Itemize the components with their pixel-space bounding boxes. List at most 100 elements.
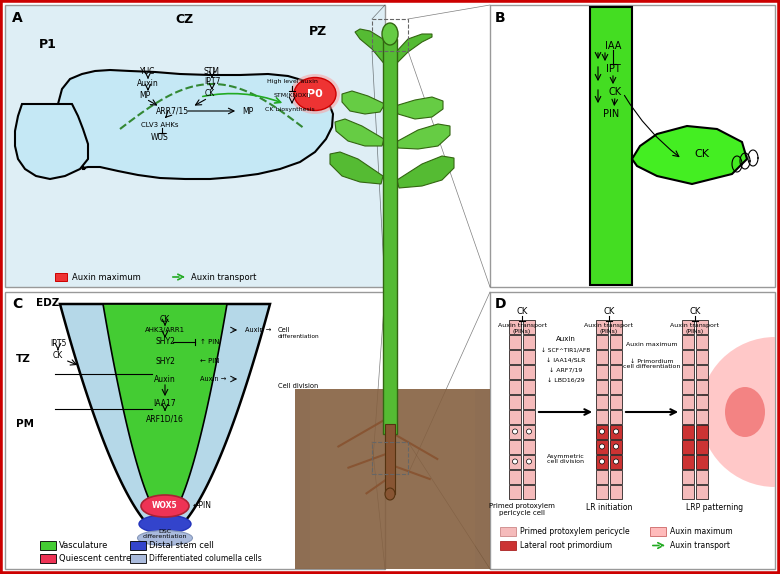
Bar [5, 292, 385, 569]
Polygon shape [396, 124, 450, 149]
Ellipse shape [141, 495, 189, 517]
Text: TZ: TZ [16, 354, 31, 364]
Text: MP: MP [140, 91, 151, 99]
Bar [696, 485, 708, 499]
Bar [696, 470, 708, 484]
Text: ↓ SCF^TIR1/AFB: ↓ SCF^TIR1/AFB [541, 347, 590, 352]
Text: ↓ Primordium
cell differentiation: ↓ Primordium cell differentiation [623, 359, 681, 370]
Polygon shape [335, 119, 384, 146]
Polygon shape [60, 304, 270, 536]
Text: P0: P0 [307, 89, 323, 99]
Bar [682, 455, 694, 469]
Bar [500, 541, 516, 550]
Circle shape [512, 429, 517, 434]
Bar [509, 485, 521, 499]
Text: CK: CK [694, 149, 710, 159]
Bar [696, 425, 708, 439]
Ellipse shape [139, 515, 191, 533]
Bar [509, 380, 521, 394]
Bar [509, 350, 521, 364]
Circle shape [614, 429, 619, 434]
Bar [523, 485, 535, 499]
Bar [610, 380, 622, 394]
Bar [596, 425, 608, 439]
Text: CLV3 AHKs: CLV3 AHKs [141, 122, 179, 128]
Bar [682, 395, 694, 409]
Text: P1: P1 [39, 37, 57, 51]
Text: CK: CK [603, 308, 615, 316]
Bar [500, 527, 516, 536]
Text: CZ: CZ [176, 13, 194, 26]
Bar [523, 410, 535, 424]
Text: Auxin maximum: Auxin maximum [72, 273, 140, 281]
Bar [523, 380, 535, 394]
Bar [682, 380, 694, 394]
Text: PM: PM [16, 419, 34, 429]
Text: ARF1D/16: ARF1D/16 [146, 414, 184, 424]
Bar [682, 485, 694, 499]
Text: Auxin transport: Auxin transport [498, 323, 547, 328]
Text: LRP patterning: LRP patterning [686, 503, 743, 512]
Text: SHY2: SHY2 [155, 356, 175, 366]
Bar [523, 395, 535, 409]
Text: LR initiation: LR initiation [586, 503, 632, 512]
Bar [5, 5, 385, 287]
Polygon shape [395, 97, 443, 119]
Bar [509, 470, 521, 484]
Bar [682, 470, 694, 484]
Text: Primed protoxylem
pericycle cell: Primed protoxylem pericycle cell [489, 503, 555, 516]
Polygon shape [632, 126, 747, 184]
Text: Auxin maximum: Auxin maximum [626, 342, 678, 347]
Text: Differentiated columella cells: Differentiated columella cells [149, 554, 262, 563]
Bar [610, 410, 622, 424]
Ellipse shape [385, 488, 395, 500]
Bar [682, 335, 694, 349]
Bar [596, 350, 608, 364]
Text: IPT: IPT [605, 64, 620, 74]
Text: MP: MP [243, 107, 254, 115]
Bar [696, 350, 708, 364]
Bar [596, 380, 608, 394]
Polygon shape [342, 91, 385, 114]
Bar [523, 350, 535, 364]
Text: High level auxin: High level auxin [267, 80, 317, 84]
Polygon shape [397, 156, 454, 188]
Text: IAA17: IAA17 [154, 400, 176, 409]
Bar [130, 541, 146, 550]
Bar [523, 335, 535, 349]
Text: CK biosynthesis: CK biosynthesis [265, 107, 315, 111]
Circle shape [600, 429, 604, 434]
Bar [610, 455, 622, 469]
Bar [523, 440, 535, 454]
Bar [596, 485, 608, 499]
Bar [610, 425, 622, 439]
Bar [490, 5, 775, 287]
Circle shape [600, 459, 604, 464]
Text: CK: CK [516, 308, 528, 316]
Bar [696, 335, 708, 349]
Bar [610, 320, 622, 334]
Bar [696, 380, 708, 394]
Text: Primed protoxylem pericycle: Primed protoxylem pericycle [520, 527, 629, 536]
Text: CK: CK [160, 315, 170, 324]
Bar [596, 395, 608, 409]
Text: Lateral root primordium: Lateral root primordium [520, 541, 612, 550]
Text: SHY2: SHY2 [155, 338, 175, 347]
Bar [682, 320, 694, 334]
Text: Auxin maximum: Auxin maximum [670, 527, 732, 536]
Text: (PINs): (PINs) [600, 329, 618, 335]
Text: DSC
differentiation: DSC differentiation [143, 529, 187, 540]
Polygon shape [310, 389, 475, 569]
Text: ↑ PIN: ↑ PIN [200, 339, 219, 345]
Polygon shape [355, 29, 388, 66]
Bar [523, 320, 535, 334]
Text: CK: CK [205, 90, 215, 99]
Bar [509, 335, 521, 349]
Bar [682, 440, 694, 454]
Text: ↓ LBD16/29: ↓ LBD16/29 [547, 378, 584, 382]
Bar [590, 7, 632, 285]
Text: Distal stem cell: Distal stem cell [149, 541, 214, 550]
Bar [696, 410, 708, 424]
Text: Auxin: Auxin [154, 374, 176, 383]
Circle shape [614, 459, 619, 464]
